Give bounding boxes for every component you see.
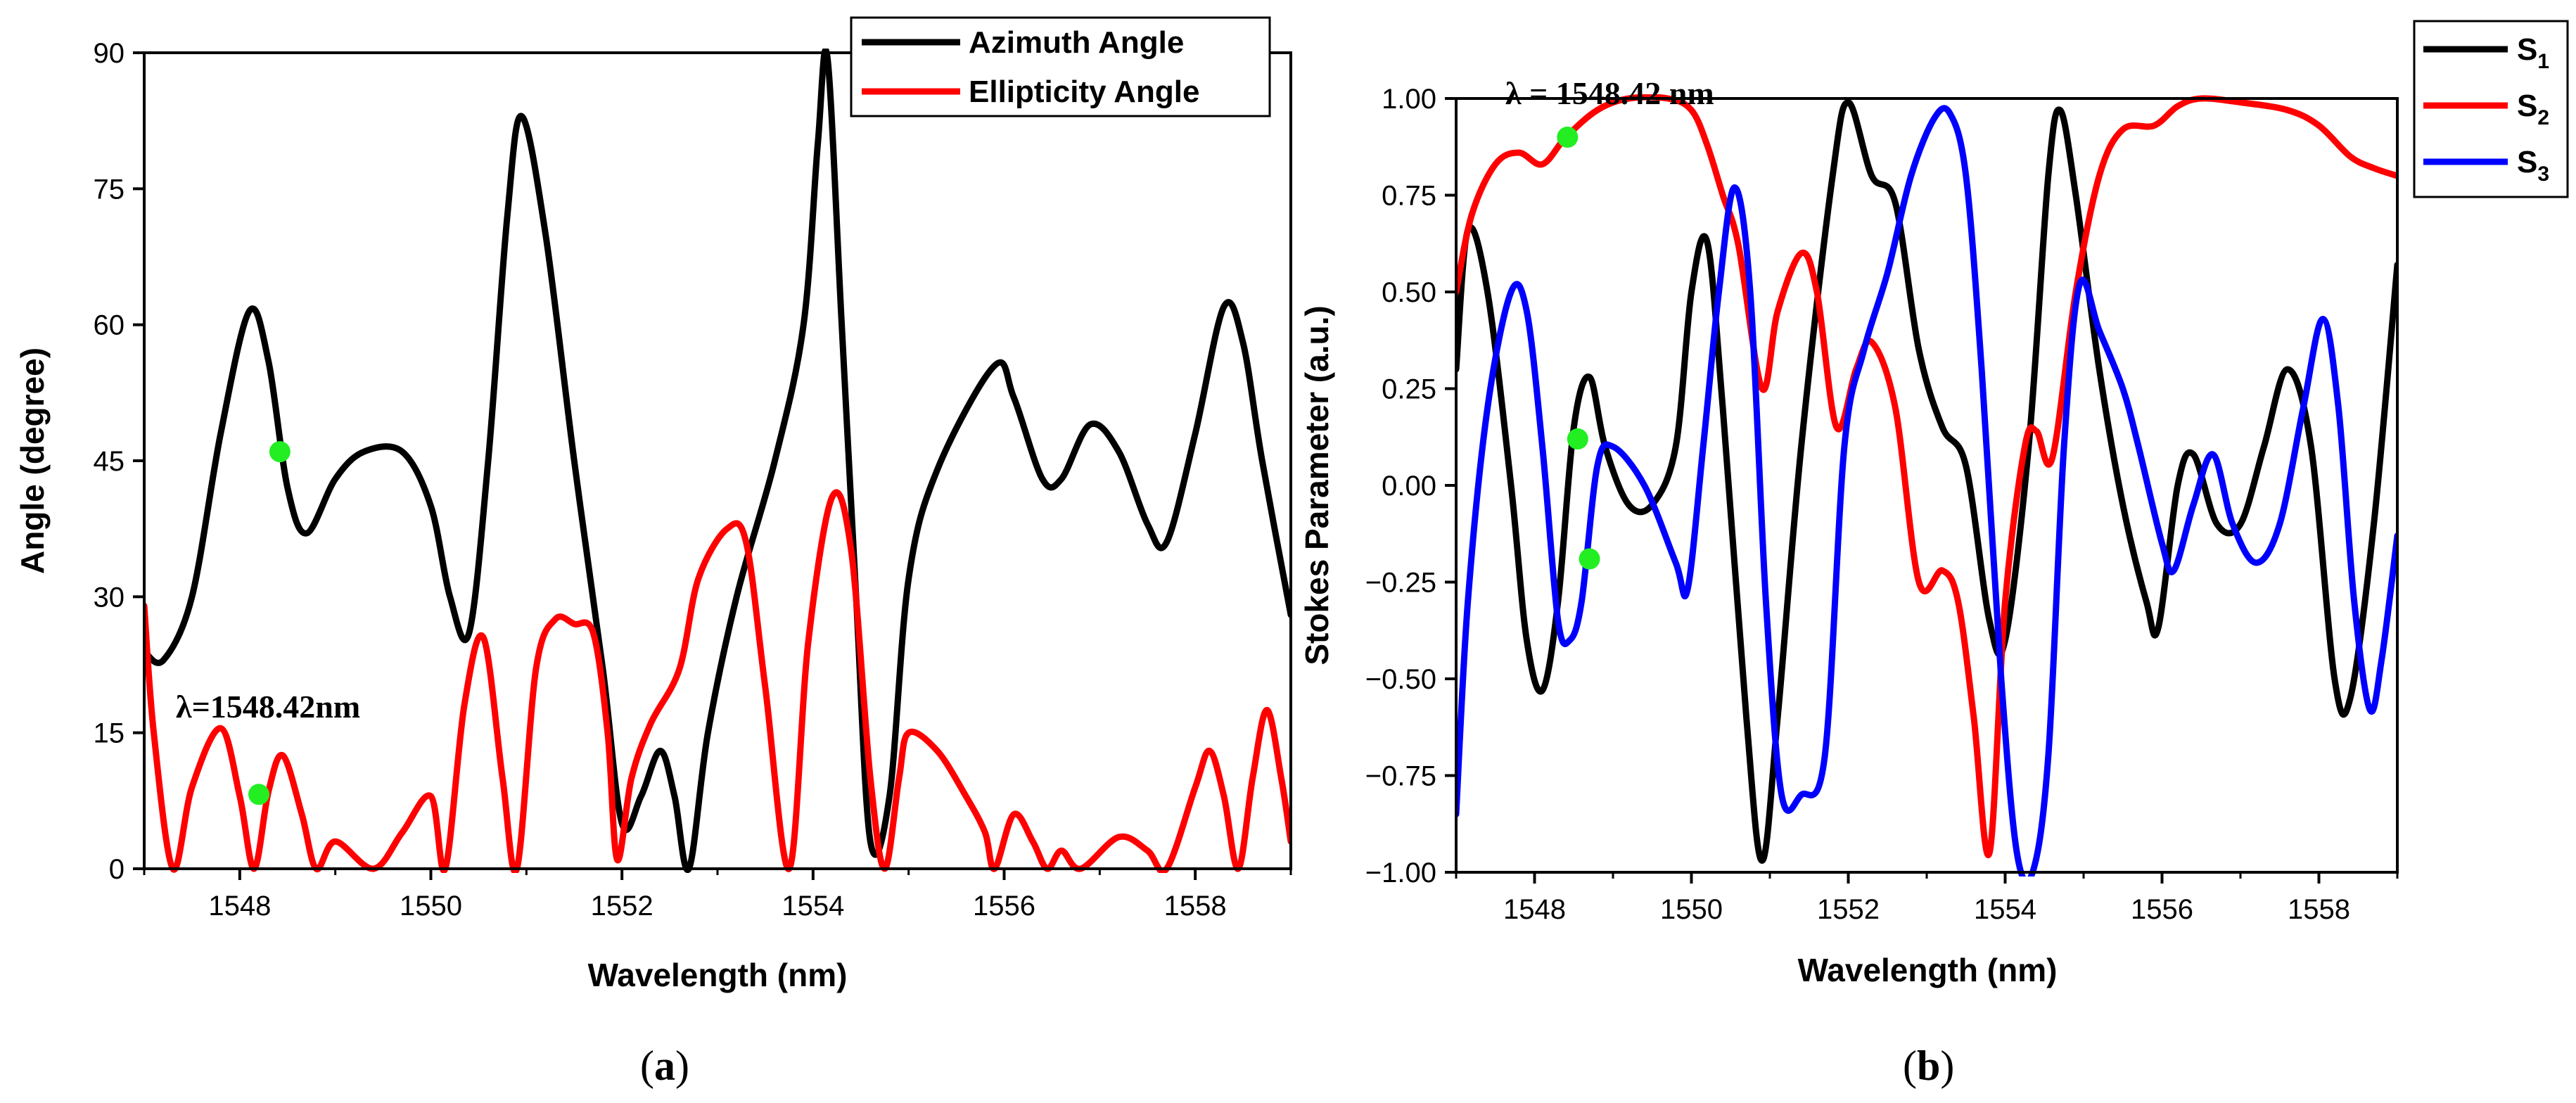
panel-b-legend-label-s3-sub: 3 <box>2537 162 2549 186</box>
panel-a-wavelength-annotation: λ=1548.42nm <box>176 689 360 725</box>
panel-a-legend-box <box>850 16 1271 117</box>
panel-b-x-tick-label: 1550 <box>1660 894 1723 925</box>
panel-a-x-axis-title: Wavelength (nm) <box>588 957 848 993</box>
panel-a-marker-point <box>269 441 291 463</box>
panel-a-x-tick-label: 1552 <box>591 891 653 922</box>
panel-a-y-tick-label: 0 <box>109 854 125 885</box>
panel-b-y-tick-label: −0.50 <box>1365 664 1436 695</box>
panel-b-x-tick-label: 1552 <box>1817 894 1880 925</box>
panel-a-label-close: ) <box>675 1043 689 1089</box>
panel-b-y-tick-label: −0.25 <box>1365 568 1436 599</box>
panel-b-legend-label-s3-base: S <box>2517 145 2537 179</box>
panel-a-legend-label-azimuth: Azimuth Angle <box>969 25 1184 60</box>
panel-b-y-tick-label: 0.00 <box>1382 471 1436 502</box>
panel-a-y-tick-label: 60 <box>94 310 125 341</box>
panel-a-label-open: ( <box>640 1043 654 1089</box>
panel-a-x-tick-label: 1558 <box>1164 891 1227 922</box>
panel-b-legend: S1 S2 S3 <box>2413 20 2569 198</box>
panel-a-y-axis-title: Angle (degree) <box>14 348 51 574</box>
panel-b-y-tick-label: 0.25 <box>1382 374 1436 405</box>
panel-a-marker-point <box>248 784 269 805</box>
panel-b-wavelength-annotation: λ = 1548.42 nm <box>1505 75 1714 111</box>
panel-b-y-tick-label: −1.00 <box>1365 857 1436 888</box>
panel-a-y-tick-label: 90 <box>94 38 125 69</box>
panel-b-y-axis-title: Stokes Parameter (a.u.) <box>1299 305 1335 665</box>
panel-a-y-tick-label: 15 <box>94 718 125 749</box>
panel-b-label: (b) <box>1903 1043 1954 1089</box>
panel-b-legend-label-s3: S3 <box>2517 145 2549 186</box>
panel-a-legend-label-ellipticity: Ellipticity Angle <box>969 75 1199 109</box>
panel-a-y-tick-label: 45 <box>94 446 125 477</box>
panel-b-chart: 1548 1550 1552 1554 1556 1558 −1.00 −0.75 −0.50 −… <box>1299 20 2569 1089</box>
panel-b-y-tick-label: 1.00 <box>1382 84 1436 115</box>
panel-a-label: (a) <box>640 1043 689 1089</box>
panel-b-x-tick-label: 1548 <box>1503 894 1566 925</box>
panel-a-legend: Azimuth Angle Ellipticity Angle <box>850 16 1271 117</box>
panel-a-series-line-azimuth <box>144 49 1291 873</box>
panel-a-label-letter: a <box>654 1043 675 1089</box>
panel-b-legend-label-s2-base: S <box>2517 89 2537 123</box>
panel-a-ticks: 1548 1550 1552 1554 1556 1558 0 15 30 45 60 75 90 <box>94 38 1292 922</box>
panel-a-frame <box>143 51 1292 870</box>
panel-b-plot-area <box>1456 94 2397 876</box>
panel-a-y-tick-label: 75 <box>94 174 125 205</box>
panel-b-x-tick-label: 1558 <box>2288 894 2350 925</box>
panel-b-label-letter: b <box>1917 1043 1940 1089</box>
panel-b-y-tick-label: −0.75 <box>1365 761 1436 792</box>
panel-a-x-tick-label: 1550 <box>400 891 462 922</box>
panel-b-legend-label-s2-sub: 2 <box>2537 106 2549 129</box>
panel-b-label-close: ) <box>1940 1043 1954 1089</box>
panel-b-marker-point <box>1567 428 1588 450</box>
panel-b-x-axis-title: Wavelength (nm) <box>1798 952 2058 988</box>
panel-b-legend-label-s2: S2 <box>2517 89 2549 129</box>
panel-b-y-tick-label: 0.75 <box>1382 181 1436 212</box>
panel-a-plot-area <box>144 49 1291 873</box>
panel-b-marker-point <box>1579 548 1600 570</box>
panel-a-x-tick-label: 1554 <box>782 891 844 922</box>
panel-b-legend-label-s1: S1 <box>2517 32 2549 73</box>
panel-b-label-open: ( <box>1903 1043 1917 1089</box>
panel-b-x-tick-label: 1554 <box>1974 894 2036 925</box>
panel-b-ticks: 1548 1550 1552 1554 1556 1558 −1.00 −0.75 −0.50 −… <box>1365 84 2399 925</box>
panel-a-chart: 1548 1550 1552 1554 1556 1558 0 15 30 45 60 75 90 Wa… <box>14 16 1292 1089</box>
panel-b-legend-label-s1-base: S <box>2517 32 2537 67</box>
panel-b-marker-point <box>1557 127 1579 148</box>
panel-a-x-tick-label: 1548 <box>208 891 271 922</box>
panel-b-series-line-s3 <box>1456 105 2397 876</box>
panel-a-y-tick-label: 30 <box>94 582 125 613</box>
panel-b-x-tick-label: 1556 <box>2131 894 2193 925</box>
panel-b-legend-label-s1-sub: 1 <box>2537 50 2549 73</box>
panel-a-x-tick-label: 1556 <box>973 891 1035 922</box>
panel-b-y-tick-label: 0.50 <box>1382 277 1436 308</box>
